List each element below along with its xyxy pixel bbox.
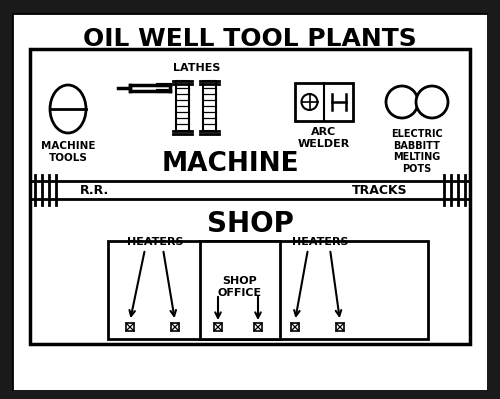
- Text: MACHINE
TOOLS: MACHINE TOOLS: [41, 141, 95, 163]
- Bar: [0, 0, 500, 13]
- Bar: [203, 81, 216, 131]
- Text: LATHES: LATHES: [174, 63, 220, 73]
- Bar: [200, 241, 280, 339]
- Text: TRACKS: TRACKS: [352, 184, 408, 196]
- Bar: [0, 0, 12, 399]
- Bar: [108, 241, 428, 339]
- Bar: [176, 81, 189, 131]
- Text: OIL WELL TOOL PLANTS: OIL WELL TOOL PLANTS: [83, 27, 417, 51]
- Bar: [214, 323, 222, 331]
- Bar: [0, 391, 500, 399]
- Bar: [336, 323, 344, 331]
- Ellipse shape: [50, 85, 86, 133]
- Text: R.R.: R.R.: [80, 184, 109, 196]
- Circle shape: [416, 86, 448, 118]
- Circle shape: [302, 94, 318, 110]
- Bar: [254, 323, 262, 331]
- Text: SHOP: SHOP: [206, 210, 294, 238]
- Text: ELECTRIC
BABBITT
MELTING
POTS: ELECTRIC BABBITT MELTING POTS: [391, 129, 443, 174]
- Text: HEATERS: HEATERS: [292, 237, 348, 247]
- Text: SHOP
OFFICE: SHOP OFFICE: [218, 276, 262, 298]
- Text: ARC
WELDER: ARC WELDER: [298, 127, 350, 148]
- Text: HEATERS: HEATERS: [127, 237, 183, 247]
- Bar: [126, 323, 134, 331]
- Bar: [30, 49, 470, 344]
- Bar: [171, 323, 179, 331]
- Bar: [488, 0, 500, 399]
- Bar: [291, 323, 299, 331]
- Bar: [295, 83, 353, 121]
- Circle shape: [386, 86, 418, 118]
- Text: MACHINE: MACHINE: [161, 151, 299, 177]
